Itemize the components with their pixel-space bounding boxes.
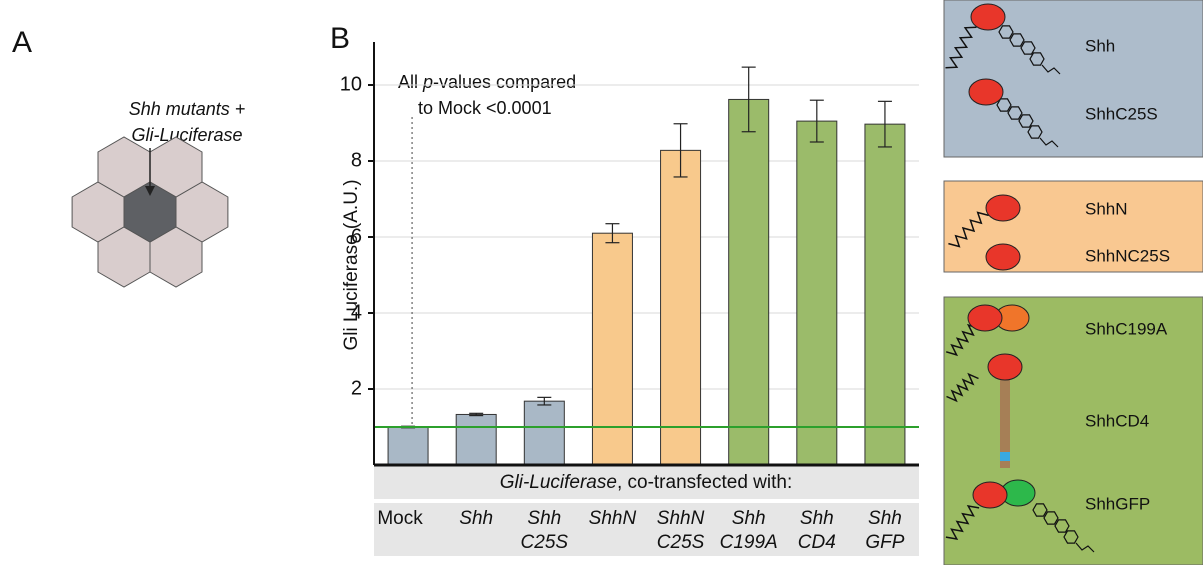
legend-label: ShhGFP bbox=[1085, 494, 1150, 513]
legend-panel bbox=[943, 180, 1203, 273]
cd4-stalk bbox=[1000, 378, 1010, 468]
panel-label: A bbox=[12, 26, 32, 59]
target-cell bbox=[123, 181, 177, 243]
membrane-marker bbox=[1000, 452, 1010, 461]
x-label-box bbox=[374, 466, 919, 499]
lipid-tail bbox=[945, 504, 980, 541]
annotation: to Mock <0.0001 bbox=[418, 98, 552, 118]
sterol-ring bbox=[1020, 41, 1036, 55]
x-axis-label-part: Gli-Luciferase bbox=[500, 472, 617, 493]
protein-domain bbox=[985, 194, 1021, 222]
y-axis-label: Gli Luciferase (A.U.) bbox=[341, 179, 362, 350]
annotation-part: p bbox=[422, 72, 433, 92]
protein-domain bbox=[985, 243, 1021, 271]
annotation-part: -values compared bbox=[433, 72, 576, 92]
sterol-ring bbox=[1054, 519, 1070, 533]
legend-label: Shh bbox=[1085, 36, 1115, 55]
sterol-tail bbox=[1041, 64, 1061, 75]
bar bbox=[796, 120, 838, 466]
sterol-ring bbox=[1029, 52, 1045, 66]
y-tick-label: 4 bbox=[351, 301, 362, 323]
panel-a-text: Gli-Luciferase bbox=[131, 125, 242, 145]
sterol-ring bbox=[998, 25, 1014, 39]
y-tick-label: 8 bbox=[351, 149, 362, 171]
protein-domain bbox=[970, 3, 1006, 31]
sterol-ring bbox=[996, 98, 1012, 112]
sterol-ring bbox=[1043, 511, 1059, 525]
x-tick-label: ShhN bbox=[588, 508, 637, 529]
bar bbox=[455, 413, 497, 466]
lipid-tail bbox=[946, 372, 979, 403]
protein-domain bbox=[968, 78, 1004, 106]
y-tick-label: 6 bbox=[351, 225, 362, 247]
annotation-part: All bbox=[398, 72, 418, 92]
annotation: All p-values compared bbox=[398, 72, 576, 92]
sterol-ring bbox=[1032, 503, 1048, 517]
x-tick-label: Shh bbox=[459, 508, 494, 529]
legend-label: ShhCD4 bbox=[1085, 411, 1149, 430]
sterol-ring bbox=[1063, 530, 1079, 544]
y-tick-label: 2 bbox=[351, 377, 362, 399]
lipid-tail bbox=[945, 323, 980, 357]
x-tick-label: Mock bbox=[377, 508, 423, 529]
y-tick-label: 10 bbox=[340, 73, 362, 95]
x-axis-label: Gli-Luciferase, co-transfected with: bbox=[500, 472, 793, 493]
bar bbox=[660, 149, 702, 466]
x-tick-label: Shh GFP bbox=[865, 508, 905, 553]
sterol-ring bbox=[1007, 106, 1023, 120]
x-tick-label: ShhN C25S bbox=[656, 508, 705, 553]
arrow-head bbox=[145, 186, 155, 196]
legend-label: ShhN bbox=[1085, 199, 1128, 218]
protein-domain bbox=[987, 353, 1023, 381]
legend-panel bbox=[943, 296, 1203, 565]
bar bbox=[591, 232, 633, 466]
sterol-ring bbox=[1009, 33, 1025, 47]
category-box bbox=[374, 503, 919, 556]
bar bbox=[728, 98, 770, 466]
lipid-tail bbox=[948, 211, 989, 248]
panel-label: B bbox=[330, 22, 350, 55]
x-tick-label: Shh CD4 bbox=[797, 508, 836, 553]
bar bbox=[523, 400, 565, 466]
legend-label: ShhNC25S bbox=[1085, 246, 1170, 265]
protein-domain bbox=[967, 304, 1003, 332]
x-axis-label-part: , co-transfected with: bbox=[617, 472, 792, 493]
legend-label: ShhC25S bbox=[1085, 104, 1158, 123]
x-tick-label: Shh C25S bbox=[520, 508, 569, 553]
lipid-tail bbox=[945, 26, 977, 69]
bar bbox=[387, 426, 429, 466]
x-tick-label: Shh C199A bbox=[719, 508, 778, 553]
legend-label: ShhC199A bbox=[1085, 319, 1168, 338]
sterol-ring bbox=[1027, 125, 1043, 139]
protein-domain bbox=[972, 481, 1008, 509]
bar bbox=[864, 123, 906, 466]
sterol-tail bbox=[1039, 137, 1059, 148]
sterol-ring bbox=[1018, 114, 1034, 128]
sterol-tail bbox=[1075, 542, 1095, 553]
panel-a-text: Shh mutants + bbox=[129, 99, 246, 119]
